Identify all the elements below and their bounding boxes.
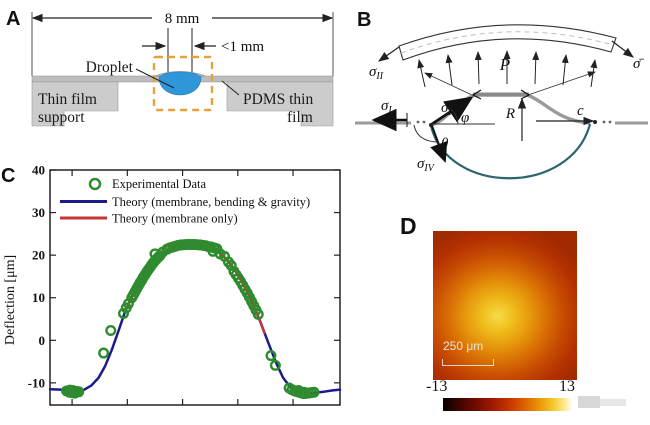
- break-dot: [602, 120, 606, 124]
- data-point: [98, 347, 110, 359]
- scale-bar-line: [442, 359, 494, 366]
- y-tick-label: 10: [32, 290, 45, 305]
- gap-label: <1 mm: [221, 39, 264, 55]
- scale-bar-label: 250 μm: [443, 339, 484, 353]
- sigma2-top-label: σII: [369, 64, 384, 82]
- phi-angle-arc: [448, 107, 459, 125]
- y-tick-label: 30: [32, 205, 45, 220]
- support-right: [226, 81, 334, 127]
- data-point: [105, 324, 117, 336]
- y-tick-label: 40: [32, 163, 45, 178]
- plot-series: 40 30 20 10 0 -10: [28, 163, 342, 405]
- sigma2-top-arrow: [378, 46, 400, 62]
- theta-label: θ: [441, 136, 449, 152]
- stretch-arrow-left: [471, 89, 482, 100]
- series-theory_membrane_bending_gravity: [48, 243, 342, 395]
- panel-c-deflection-plot: C Deflection [μm] 40 30 20 10 0 -10 Experimen…: [1, 163, 342, 406]
- panel-a-letter: A: [6, 8, 20, 30]
- pressure-arrow: [417, 59, 426, 88]
- support-label-line2: support: [38, 109, 85, 126]
- sigma2-arrow: [431, 96, 474, 126]
- data-point: [73, 386, 85, 398]
- break-dot: [608, 120, 612, 124]
- radius-label: R: [505, 106, 515, 122]
- pressure-arrow: [474, 51, 482, 85]
- film-label-line1: PDMS thin: [243, 91, 313, 108]
- droplet-leader-line: [135, 68, 175, 89]
- sigma2-label: σII: [441, 100, 456, 118]
- y-tick-label: 0: [39, 333, 46, 348]
- data-point: [298, 386, 310, 398]
- break-dot: [422, 120, 426, 124]
- contact-radius-label: c: [577, 103, 584, 119]
- deflection-heatmap: 250 μm: [433, 231, 577, 380]
- pressure-label: P: [499, 55, 510, 74]
- data-point: [269, 359, 281, 371]
- data-point: [117, 307, 129, 319]
- data-point: [308, 386, 320, 398]
- legend-marker-circle: [88, 177, 102, 191]
- plot-border: [49, 169, 341, 406]
- film-leader-line: [221, 80, 240, 96]
- colorbar-min-label: -13: [426, 378, 448, 395]
- zoom-wedge-right: [527, 71, 596, 96]
- highlight-dashed-box: [152, 55, 214, 112]
- droplet-label: Droplet: [86, 59, 134, 76]
- colorbar-max-label: 13: [559, 378, 575, 395]
- film-label-line2: film: [287, 109, 313, 126]
- scan-artifact: [600, 399, 626, 406]
- pressure-arrow: [561, 54, 569, 86]
- scan-artifact: [578, 396, 600, 408]
- dim-width-label: 8 mm: [165, 11, 200, 27]
- data-point: [252, 308, 264, 320]
- panel-d-letter: D: [400, 213, 417, 239]
- droplet-interface-arc: [429, 123, 592, 180]
- phi-label: φ: [461, 110, 469, 126]
- sigma4-arrow: [430, 125, 448, 163]
- sigma-bar-label: σ̄: [633, 56, 644, 72]
- pressure-arrow: [445, 54, 453, 86]
- panel-a-schematic: A 8 mm <1 mm Droplet Thin film support P…: [6, 8, 334, 127]
- legend-label-theory-membrane: Theory (membrane only): [112, 212, 238, 226]
- sigma-bar-arrow: [611, 40, 634, 58]
- panel-d-heatmap: D 250 μm -13 13: [395, 210, 650, 425]
- membrane-strip: [398, 24, 617, 61]
- zoom-wedge-left: [424, 72, 473, 96]
- legend-label-theory-full: Theory (membrane, bending & gravity): [112, 195, 310, 209]
- y-tick-label: 20: [32, 248, 45, 263]
- support-left: [31, 81, 119, 127]
- legend-label-experimental: Experimental Data: [112, 177, 207, 191]
- panel-b-letter: B: [357, 9, 371, 31]
- contact-point-right: [593, 120, 597, 124]
- stretch-arrow-right: [520, 89, 531, 100]
- sigma4-label: σIV: [417, 156, 436, 174]
- data-point: [265, 350, 277, 362]
- data-point: [225, 259, 237, 271]
- break-dot: [416, 120, 420, 124]
- data-point: [293, 385, 305, 397]
- y-axis-label: Deflection [μm]: [3, 255, 18, 345]
- y-tick-label: -10: [28, 375, 45, 390]
- droplet-shape: [158, 71, 202, 96]
- panel-c-letter: C: [1, 165, 15, 187]
- support-label-line1: Thin film: [38, 91, 97, 108]
- panel-b-force-diagram: B σII σ̄ P σI: [355, 9, 648, 180]
- colorbar: [443, 398, 572, 411]
- pressure-arrow: [532, 51, 540, 85]
- sigma1-label: σI: [381, 98, 392, 116]
